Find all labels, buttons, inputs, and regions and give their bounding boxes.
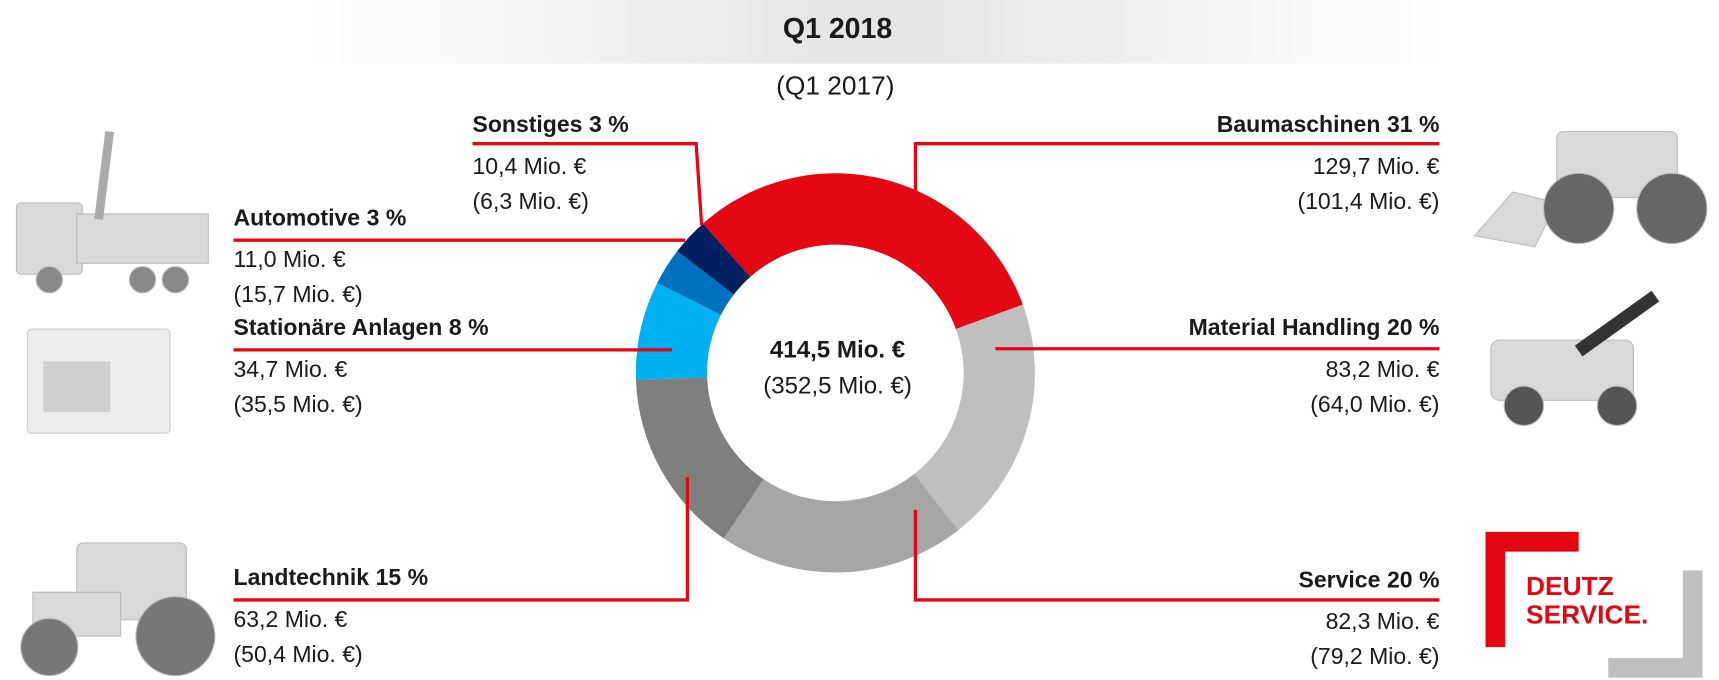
value-label: 8 % — [449, 314, 489, 340]
pie-slice — [723, 474, 959, 573]
chart-subtitle: (Q1 2017) — [776, 71, 894, 101]
prior-amount: (6,3 Mio. €) — [473, 188, 589, 214]
pie-slice — [914, 304, 1035, 531]
telehandler-image — [1490, 290, 1660, 427]
prior-amount: (64,0 Mio. €) — [1310, 391, 1439, 417]
slice-label: Automotive 3 % — [234, 204, 407, 230]
center-sublabel: (352,5 Mio. €) — [763, 373, 912, 400]
leader-line — [472, 142, 704, 225]
chart-title: Q1 2018 — [783, 13, 892, 45]
leader-line — [913, 509, 1440, 602]
genset-image — [26, 328, 171, 434]
prior-amount: (15,7 Mio. €) — [234, 281, 363, 307]
logo-text: SERVICE. — [1526, 599, 1648, 629]
deutz-logo: DEUTZ SERVICE. — [1485, 531, 1703, 678]
slice-label: Landtechnik 15 % — [234, 564, 429, 590]
prior-amount: (101,4 Mio. €) — [1297, 188, 1439, 214]
amount: 82,3 Mio. € — [1326, 608, 1440, 634]
leader-line — [233, 477, 690, 602]
amount: 129,7 Mio. € — [1313, 153, 1440, 179]
value-label: 20 % — [1387, 314, 1439, 340]
slice-label: Material Handling 20 % — [1189, 314, 1440, 340]
center-label: 414,5 Mio. € — [770, 336, 905, 363]
amount: 34,7 Mio. € — [234, 356, 348, 382]
value-label: 3 % — [367, 204, 407, 230]
value-label: 3 % — [589, 111, 629, 137]
prior-amount: (35,5 Mio. €) — [234, 391, 363, 417]
leader-line — [913, 142, 1440, 203]
logo-text: DEUTZ — [1526, 571, 1614, 601]
pie-slice — [657, 251, 734, 316]
value-label: 31 % — [1387, 111, 1439, 137]
category-name: Service — [1299, 566, 1381, 592]
category-name: Landtechnik — [234, 564, 370, 590]
slice-label: Sonstiges 3 % — [473, 111, 629, 137]
prior-amount: (50,4 Mio. €) — [234, 641, 363, 667]
value-label: 15 % — [376, 564, 428, 590]
amount: 11,0 Mio. € — [234, 246, 346, 272]
header-band — [306, 0, 1448, 64]
dozer-image — [1473, 131, 1708, 248]
category-name: Stationäre Anlagen — [234, 314, 443, 340]
category-name: Sonstiges — [473, 111, 583, 137]
donut — [635, 173, 1035, 573]
category-name: Material Handling — [1189, 314, 1381, 340]
slice-label: Baumaschinen 31 % — [1217, 111, 1440, 137]
pie-slice — [677, 223, 751, 295]
value-label: 20 % — [1387, 566, 1439, 592]
category-name: Automotive — [234, 204, 361, 230]
category-name: Baumaschinen — [1217, 111, 1381, 137]
pie-slice — [635, 282, 721, 380]
crane-image — [15, 131, 209, 294]
amount: 83,2 Mio. € — [1326, 356, 1440, 382]
prior-amount: (79,2 Mio. €) — [1310, 643, 1439, 669]
amount: 10,4 Mio. € — [473, 153, 587, 179]
slice-label: Service 20 % — [1299, 566, 1440, 592]
slice-label: Stationäre Anlagen 8 % — [234, 314, 489, 340]
tractor-image — [20, 542, 216, 677]
pie-slice — [635, 377, 764, 539]
amount: 63,2 Mio. € — [234, 606, 348, 632]
pie-slice — [702, 173, 1023, 330]
